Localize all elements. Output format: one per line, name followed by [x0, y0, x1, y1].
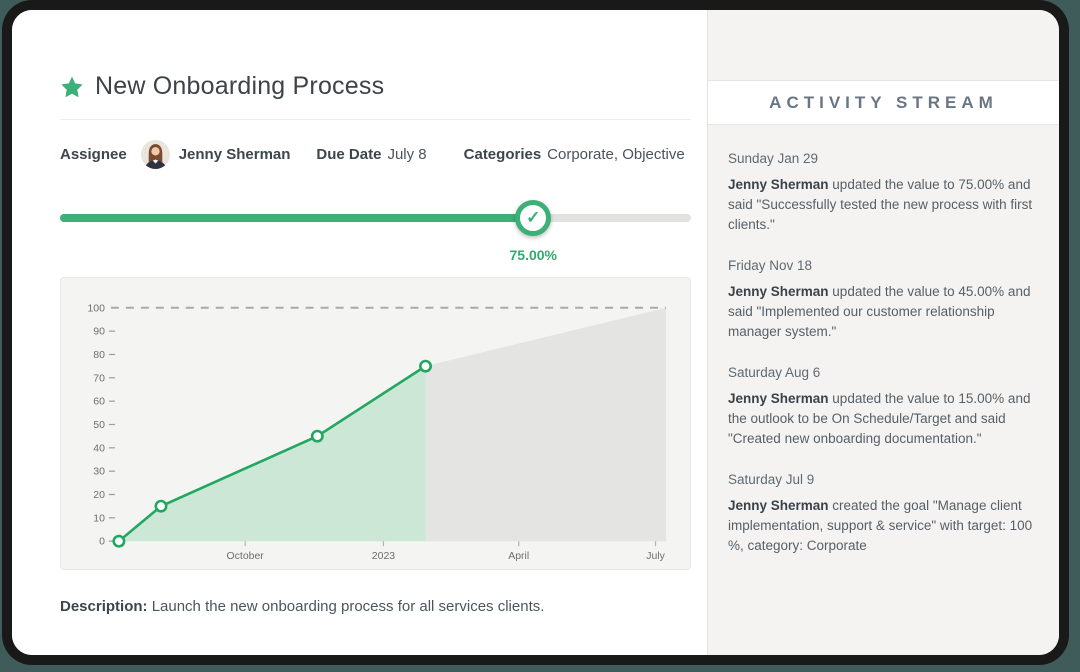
activity-panel-top-spacer — [708, 10, 1059, 80]
activity-entry-author: Jenny Sherman — [728, 284, 829, 299]
svg-text:80: 80 — [93, 350, 105, 361]
activity-entry-author: Jenny Sherman — [728, 177, 829, 192]
activity-entry-date: Friday Nov 18 — [728, 258, 813, 273]
activity-entry-text: Jenny Sherman updated the value to 75.00… — [728, 177, 1033, 232]
goal-title: New Onboarding Process — [95, 72, 385, 100]
svg-text:April: April — [508, 551, 529, 562]
svg-text:30: 30 — [93, 467, 105, 478]
progress-check-handle[interactable]: ✓ — [515, 200, 552, 236]
activity-entry-text: Jenny Sherman created the goal "Manage c… — [728, 498, 1033, 553]
progress-fill — [60, 214, 534, 222]
window-frame: New Onboarding Process Assignee Jenny Sh… — [2, 0, 1069, 665]
description-text: Launch the new onboarding process for al… — [151, 598, 545, 615]
goal-star-icon — [61, 76, 83, 97]
goal-description: Description: Launch the new onboarding p… — [60, 598, 691, 615]
assignee-avatar — [140, 140, 170, 169]
activity-entry: Sunday Jan 29 Jenny Sherman updated the v… — [728, 151, 1035, 235]
activity-stream-header: ACTIVITY STREAM — [708, 80, 1059, 125]
goal-detail-card: New Onboarding Process Assignee Jenny Sh… — [12, 10, 1059, 655]
assignee-label: Assignee — [60, 146, 127, 163]
svg-text:50: 50 — [93, 420, 105, 431]
activity-entry-date: Sunday Jan 29 — [728, 151, 819, 166]
progress-slider: ✓ 75.00% — [60, 199, 691, 269]
progress-chart: 0 10 20 30 40 50 60 70 80 90 100 October 2023 April Ju… — [87, 303, 667, 562]
svg-text:100: 100 — [87, 303, 105, 314]
svg-text:70: 70 — [93, 373, 105, 384]
activity-entry-author: Jenny Sherman — [728, 391, 829, 406]
due-date-value: July 8 — [387, 146, 427, 163]
activity-entry: Friday Nov 18 Jenny Sherman updated the v… — [728, 258, 1035, 342]
progress-chart-panel: 0 10 20 30 40 50 60 70 80 90 100 October 2023 April Ju… — [60, 277, 691, 570]
svg-text:60: 60 — [93, 397, 105, 408]
due-date-label: Due Date — [316, 146, 382, 163]
goal-title-row: New Onboarding Process — [60, 72, 691, 120]
goal-panel: New Onboarding Process Assignee Jenny Sh… — [12, 10, 707, 655]
svg-text:10: 10 — [93, 513, 105, 524]
svg-text:July: July — [646, 551, 665, 562]
progress-track[interactable] — [60, 214, 691, 222]
activity-entry: Saturday Jul 9 Jenny Sherman created the … — [728, 472, 1035, 556]
svg-text:20: 20 — [93, 490, 105, 501]
categories-value: Corporate, Objective — [547, 146, 685, 163]
goal-meta-row: Assignee Jenny Sherman Due Date July 8 C… — [60, 140, 691, 169]
progress-percent: 75.00% — [509, 247, 557, 263]
activity-entry-text: Jenny Sherman updated the value to 45.00… — [728, 284, 1031, 339]
assignee-name: Jenny Sherman — [178, 146, 291, 163]
activity-panel: ACTIVITY STREAM Sunday Jan 29 Jenny Sherm… — [707, 10, 1059, 655]
check-icon: ✓ — [526, 208, 541, 227]
svg-text:0: 0 — [99, 537, 105, 548]
description-label: Description: — [60, 598, 148, 615]
activity-entry-author: Jenny Sherman — [728, 498, 829, 513]
svg-text:40: 40 — [93, 443, 105, 454]
svg-text:2023: 2023 — [372, 551, 395, 562]
activity-entry-date: Saturday Aug 6 — [728, 365, 821, 380]
activity-entry: Saturday Aug 6 Jenny Sherman updated the … — [728, 365, 1035, 449]
avatar-image — [140, 140, 170, 169]
svg-text:90: 90 — [93, 327, 105, 338]
activity-entry-text: Jenny Sherman updated the value to 15.00… — [728, 391, 1031, 446]
svg-text:October: October — [227, 551, 265, 562]
categories-label: Categories — [463, 146, 542, 163]
activity-list: Sunday Jan 29 Jenny Sherman updated the v… — [708, 125, 1059, 579]
activity-entry-date: Saturday Jul 9 — [728, 472, 815, 487]
